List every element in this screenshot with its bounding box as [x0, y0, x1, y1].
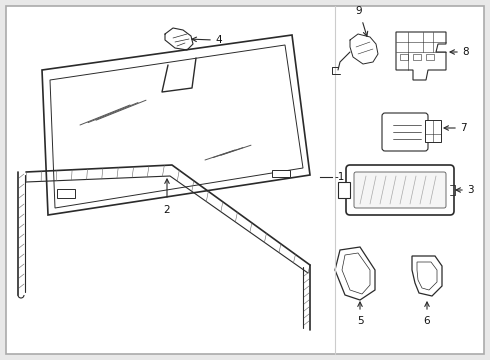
- Polygon shape: [335, 247, 375, 300]
- FancyBboxPatch shape: [354, 172, 446, 208]
- Text: 5: 5: [357, 316, 363, 326]
- Text: 4: 4: [215, 35, 221, 45]
- Bar: [272, 170, 290, 177]
- FancyBboxPatch shape: [382, 113, 428, 151]
- Bar: [338, 182, 350, 198]
- Text: 2: 2: [164, 205, 171, 215]
- Text: 3: 3: [467, 185, 474, 195]
- Text: -1: -1: [334, 172, 344, 182]
- Bar: [413, 54, 421, 60]
- Bar: [57, 189, 75, 198]
- Text: 6: 6: [424, 316, 430, 326]
- Bar: [425, 120, 441, 142]
- Polygon shape: [412, 256, 442, 296]
- Bar: [426, 54, 434, 60]
- Text: 9: 9: [355, 6, 362, 16]
- FancyBboxPatch shape: [346, 165, 454, 215]
- Bar: [400, 54, 408, 60]
- Polygon shape: [396, 32, 446, 80]
- Text: 8: 8: [462, 47, 468, 57]
- Polygon shape: [42, 35, 310, 215]
- Text: 7: 7: [460, 123, 466, 133]
